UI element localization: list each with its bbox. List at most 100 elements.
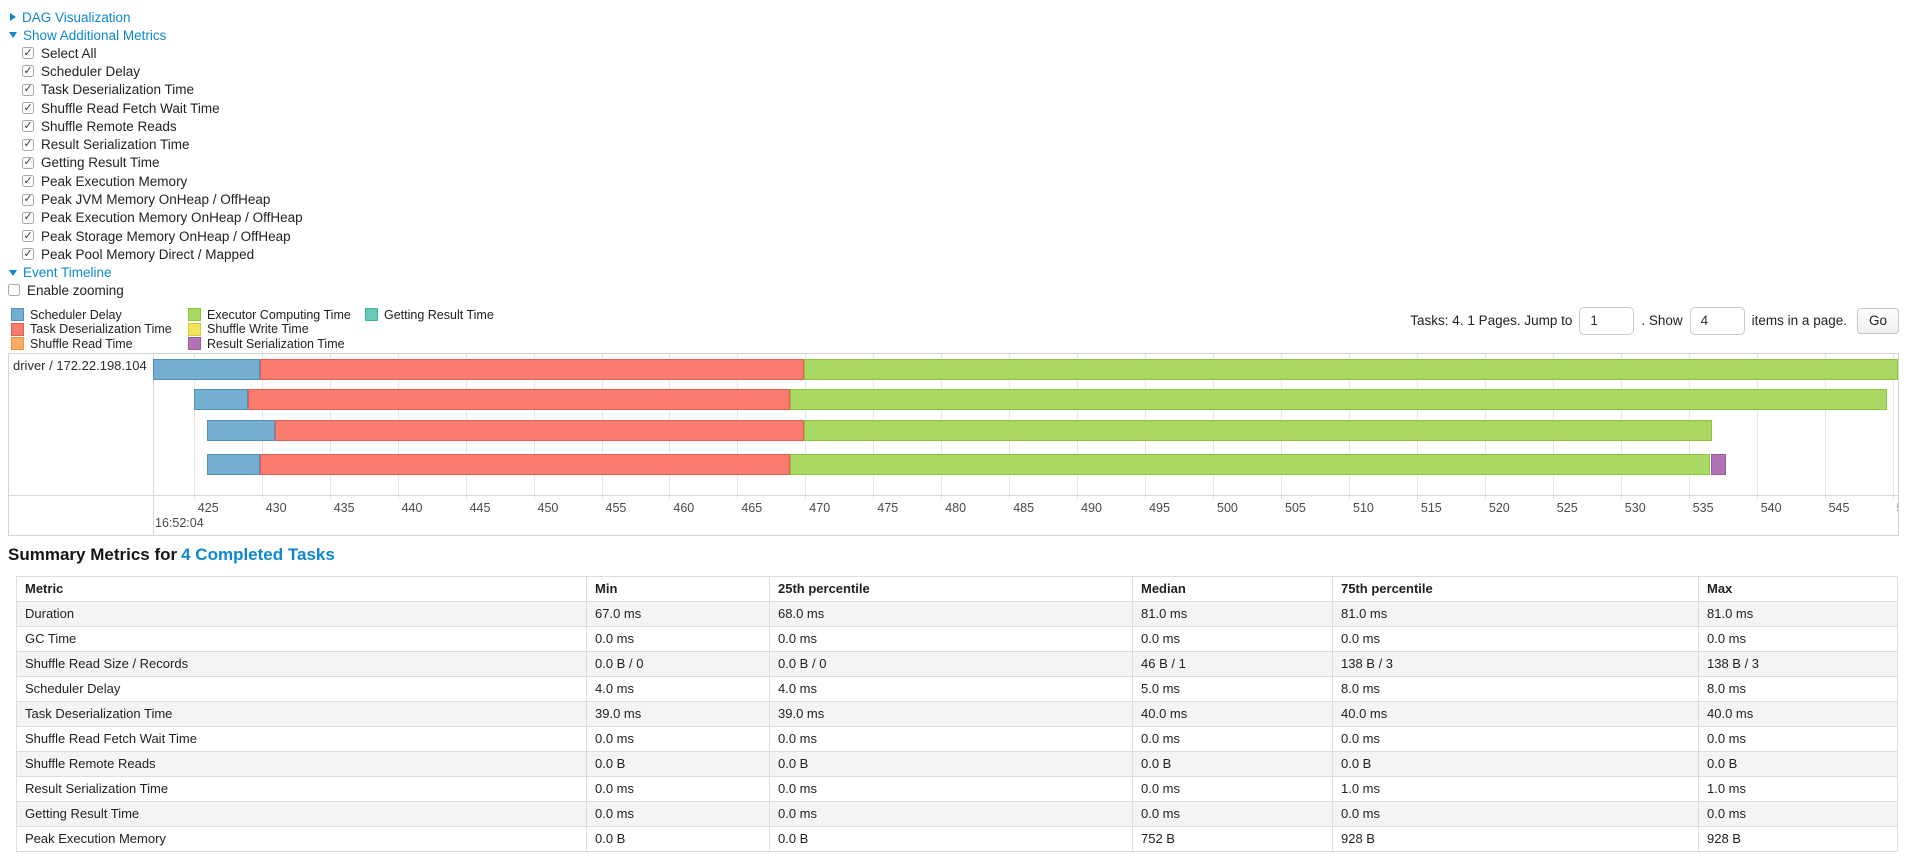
legend-item-task-deserialization-time: Task Deserialization Time xyxy=(11,322,188,336)
chevron-right-icon xyxy=(10,13,16,21)
axis-tick-label: 525 xyxy=(1556,500,1578,515)
metric-value-cell: 0.0 B / 0 xyxy=(769,650,1133,677)
checkbox-icon[interactable] xyxy=(22,174,34,188)
metric-checkbox-peak-execution-memory-onheap-offheap[interactable]: Peak Execution Memory OnHeap / OffHeap xyxy=(22,209,1907,227)
legend-item-executor-computing-time: Executor Computing Time xyxy=(188,308,365,322)
legend-item-shuffle-read-time: Shuffle Read Time xyxy=(11,337,188,351)
task-deserialization-time-swatch-icon xyxy=(11,322,24,336)
metric-checkbox-task-deserialization-time[interactable]: Task Deserialization Time xyxy=(22,81,1907,99)
checkbox-icon[interactable] xyxy=(22,137,34,151)
metric-name-cell: GC Time xyxy=(16,625,587,652)
metric-checkbox-getting-result-time[interactable]: Getting Result Time xyxy=(22,154,1907,172)
checkbox-label: Shuffle Remote Reads xyxy=(41,118,177,134)
axis-start-time-label: 16:52:04 xyxy=(155,515,204,530)
axis-tick-label: 485 xyxy=(1013,500,1035,515)
jump-to-page-input[interactable] xyxy=(1579,306,1635,335)
metric-checkbox-result-serialization-time[interactable]: Result Serialization Time xyxy=(22,135,1907,153)
axis-separator-line xyxy=(9,494,1898,496)
show-additional-metrics-link[interactable]: Show Additional Metrics xyxy=(23,27,167,43)
task-bar-segment-task-deserialization-time xyxy=(260,453,791,475)
task-bar-segment-scheduler-delay xyxy=(193,388,249,410)
checkbox-icon[interactable] xyxy=(22,64,34,78)
checkbox-icon[interactable] xyxy=(22,82,34,96)
metric-checkbox-shuffle-read-fetch-wait-time[interactable]: Shuffle Read Fetch Wait Time xyxy=(22,99,1907,117)
task-bar-segment-task-deserialization-time xyxy=(260,358,804,380)
checkbox-icon[interactable] xyxy=(22,46,34,60)
metric-value-cell: 928 B xyxy=(1332,825,1699,852)
checkbox-label: Peak JVM Memory OnHeap / OffHeap xyxy=(41,192,271,208)
checkbox-label: Result Serialization Time xyxy=(41,137,190,153)
checkbox-icon[interactable] xyxy=(22,229,34,243)
checkbox-icon[interactable] xyxy=(8,284,20,297)
metric-value-cell: 8.0 ms xyxy=(1332,675,1699,702)
metric-checkbox-peak-execution-memory[interactable]: Peak Execution Memory xyxy=(22,172,1907,190)
chevron-down-icon xyxy=(9,32,17,38)
go-button[interactable]: Go xyxy=(1856,307,1899,334)
checkbox-icon[interactable] xyxy=(22,247,34,261)
metric-value-cell: 0.0 ms xyxy=(1332,725,1699,752)
metric-value-cell: 40.0 ms xyxy=(1698,700,1898,727)
page-size-input[interactable] xyxy=(1689,306,1745,335)
metric-value-cell: 4.0 ms xyxy=(586,675,770,702)
table-row: Shuffle Remote Reads 0.0 B 0.0 B 0.0 B 0.0 B… xyxy=(16,750,1898,777)
legend-item-getting-result-time: Getting Result Time xyxy=(365,308,542,322)
metric-value-cell: 0.0 ms xyxy=(1698,800,1898,827)
axis-tick-label: 465 xyxy=(741,500,763,515)
summary-metrics-title: Summary Metrics for 4 Completed Tasks xyxy=(8,545,1907,565)
axis-tick-label: 500 xyxy=(1217,500,1238,515)
checkbox-icon[interactable] xyxy=(22,210,34,224)
metric-value-cell: 1.0 ms xyxy=(1698,775,1898,802)
metric-value-cell: 0.0 ms xyxy=(586,625,770,652)
metric-value-cell: 0.0 B xyxy=(1132,750,1333,777)
checkbox-icon[interactable] xyxy=(22,192,34,206)
legend-label: Scheduler Delay xyxy=(30,307,122,322)
metric-checkbox-peak-pool-memory-direct-mapped[interactable]: Peak Pool Memory Direct / Mapped xyxy=(22,245,1907,263)
event-timeline-link[interactable]: Event Timeline xyxy=(23,265,112,281)
metric-value-cell: 40.0 ms xyxy=(1132,700,1333,727)
metric-value-cell: 0.0 B xyxy=(1698,750,1898,777)
task-bar-segment-result-serialization-time xyxy=(1710,453,1727,475)
metric-checkbox-scheduler-delay[interactable]: Scheduler Delay xyxy=(22,62,1907,80)
legend-label: Task Deserialization Time xyxy=(30,322,172,337)
checkbox-label: Task Deserialization Time xyxy=(41,82,195,98)
metric-checkbox-peak-storage-memory-onheap-offheap[interactable]: Peak Storage Memory OnHeap / OffHeap xyxy=(22,227,1907,245)
metric-value-cell: 0.0 ms xyxy=(586,725,770,752)
axis-tick-label: 490 xyxy=(1081,500,1102,515)
metric-value-cell: 138 B / 3 xyxy=(1698,650,1898,677)
legend-item-scheduler-delay: Scheduler Delay xyxy=(11,308,188,322)
chevron-down-icon xyxy=(9,269,17,276)
metric-value-cell: 752 B xyxy=(1132,825,1333,852)
enable-zooming-checkbox[interactable]: Enable zooming xyxy=(8,282,1907,299)
metric-value-cell: 0.0 ms xyxy=(1132,625,1333,652)
metric-value-cell: 1.0 ms xyxy=(1332,775,1699,802)
metric-checkbox-peak-jvm-memory-onheap-offheap[interactable]: Peak JVM Memory OnHeap / OffHeap xyxy=(22,190,1907,208)
checkbox-icon[interactable] xyxy=(22,119,34,133)
checkbox-label: Select All xyxy=(41,45,97,61)
metric-value-cell: 40.0 ms xyxy=(1332,700,1699,727)
result-serialization-time-swatch-icon xyxy=(188,337,201,351)
show-additional-metrics-toggle[interactable]: Show Additional Metrics xyxy=(8,26,1907,44)
metric-value-cell: 0.0 ms xyxy=(1132,725,1333,752)
gridline xyxy=(1892,353,1894,500)
axis-tick-label: 440 xyxy=(401,500,423,515)
checkbox-icon[interactable] xyxy=(22,155,34,169)
metric-value-cell: 0.0 ms xyxy=(769,725,1133,752)
legend-column-1: Scheduler Delay Task Deserialization Time… xyxy=(11,308,188,352)
metric-name-cell: Shuffle Remote Reads xyxy=(16,750,587,777)
metric-checkbox-shuffle-remote-reads[interactable]: Shuffle Remote Reads xyxy=(22,117,1907,135)
dag-visualization-link[interactable]: DAG Visualization xyxy=(22,9,131,25)
task-bar-segment-task-deserialization-time xyxy=(275,419,804,441)
event-timeline-toggle[interactable]: Event Timeline xyxy=(8,264,1907,282)
axis-tick-label: 475 xyxy=(877,500,899,515)
dag-visualization-toggle[interactable]: DAG Visualization xyxy=(8,8,1907,26)
stage-page-controls: DAG Visualization Show Additional Metric… xyxy=(0,0,1907,299)
column-header-median: Median xyxy=(1132,575,1333,602)
checkbox-icon[interactable] xyxy=(22,101,34,115)
completed-tasks-link[interactable]: 4 Completed Tasks xyxy=(181,544,335,564)
column-header-25th-percentile: 25th percentile xyxy=(769,575,1133,602)
event-timeline-chart: driver / 172.22.198.104 425 430 435 440 445 4… xyxy=(8,352,1899,536)
metric-value-cell: 0.0 ms xyxy=(586,775,770,802)
table-row: Shuffle Read Size / Records 0.0 B / 0 0.0 … xyxy=(16,650,1898,677)
metric-checkbox-select-all[interactable]: Select All xyxy=(22,44,1907,62)
metric-value-cell: 0.0 B / 0 xyxy=(586,650,770,677)
